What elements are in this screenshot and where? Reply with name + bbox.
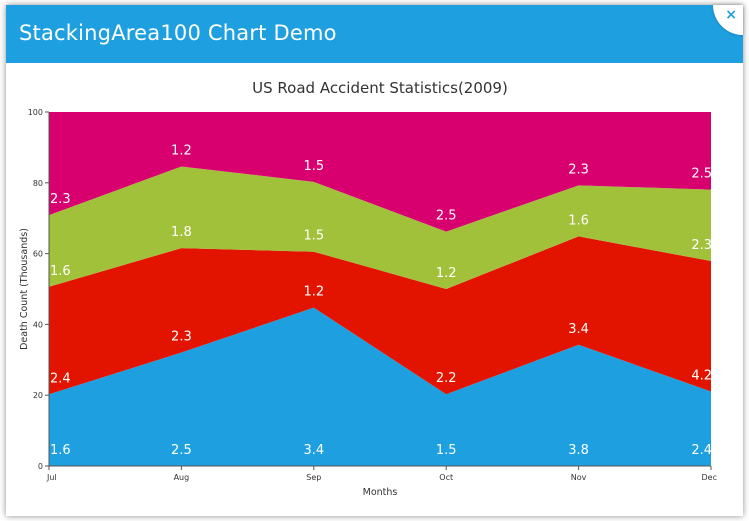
data-label: 2.5 xyxy=(436,209,457,224)
data-labels-group: 1.6 2.5 3.4 1.5 3.8 2.4 2.4 2.3 1.2 2.2 3.4 4.2 1.6 1… xyxy=(50,143,712,458)
data-label: 1.2 xyxy=(436,266,457,281)
y-tick-label: 80 xyxy=(33,179,43,188)
data-label: 1.5 xyxy=(303,159,324,174)
area-series-4 xyxy=(49,112,711,232)
axes-group xyxy=(48,112,711,467)
area-series-group xyxy=(49,112,711,466)
data-label: 1.8 xyxy=(171,225,192,240)
close-icon[interactable]: × xyxy=(725,7,737,23)
y-axis-label: Death Count (Thousands) xyxy=(19,228,30,350)
data-label: 3.8 xyxy=(568,443,589,458)
x-tick-label: Nov xyxy=(571,473,587,482)
data-label: 1.2 xyxy=(303,285,324,300)
data-label: 1.6 xyxy=(50,443,71,458)
data-label: 2.4 xyxy=(691,443,712,458)
y-tick-label: 0 xyxy=(38,462,43,471)
data-label: 2.3 xyxy=(171,330,192,345)
data-label: 1.6 xyxy=(50,264,71,279)
x-tick-label: Oct xyxy=(439,473,453,482)
y-tick-label: 60 xyxy=(33,250,43,259)
area-series-1 xyxy=(49,307,711,466)
data-label: 2.2 xyxy=(436,371,457,386)
x-tick-label: Jul xyxy=(46,473,57,482)
data-label: 4.2 xyxy=(691,368,712,383)
y-tick-label: 100 xyxy=(28,108,43,117)
x-axis-label: Months xyxy=(363,487,398,498)
y-tick-label: 20 xyxy=(33,391,43,400)
data-label: 3.4 xyxy=(568,322,589,337)
data-label: 2.3 xyxy=(691,238,712,253)
area-series-3 xyxy=(49,166,711,289)
data-label: 1.5 xyxy=(436,443,457,458)
x-ticks-group: Jul Aug Sep Oct Nov Dec xyxy=(46,466,717,482)
data-label: 1.2 xyxy=(171,143,192,158)
data-label: 2.3 xyxy=(568,162,589,177)
data-label: 3.4 xyxy=(303,443,324,458)
x-tick-label: Dec xyxy=(702,473,717,482)
x-tick-label: Aug xyxy=(174,473,190,482)
y-ticks-group: 0 20 40 60 80 100 xyxy=(28,108,49,471)
chart-title: US Road Accident Statistics(2009) xyxy=(252,79,508,97)
data-label: 2.5 xyxy=(171,443,192,458)
x-tick-label: Sep xyxy=(306,473,321,482)
data-label: 1.5 xyxy=(303,229,324,244)
y-tick-label: 40 xyxy=(33,320,43,329)
window-title: StackingArea100 Chart Demo xyxy=(19,21,337,45)
area-series-2 xyxy=(49,236,711,395)
data-label: 2.4 xyxy=(50,371,71,386)
data-label: 1.6 xyxy=(568,213,589,228)
data-label: 2.5 xyxy=(691,167,712,182)
data-label: 2.3 xyxy=(50,192,71,207)
title-bar: StackingArea100 Chart Demo xyxy=(6,5,743,63)
